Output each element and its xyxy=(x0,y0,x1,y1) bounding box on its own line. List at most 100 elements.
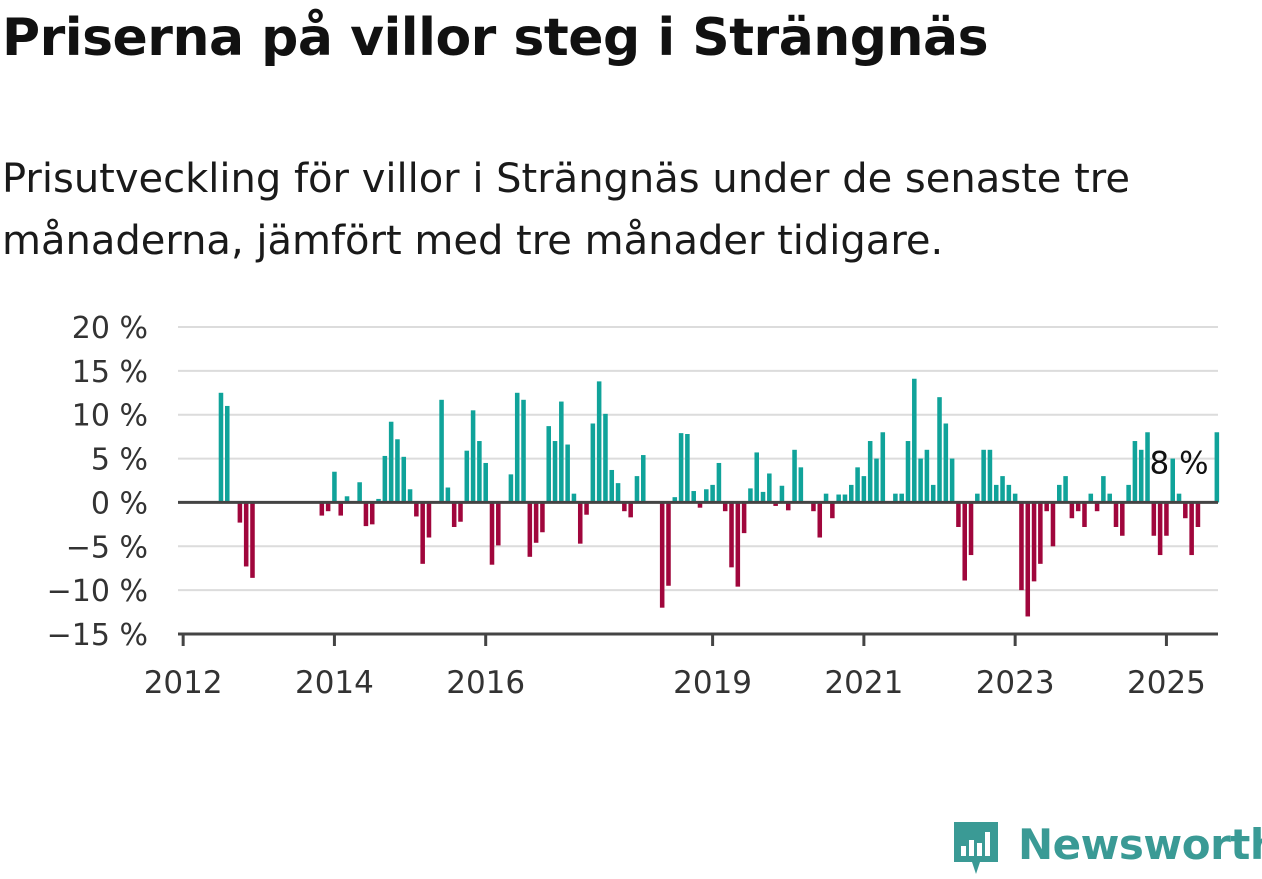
y-tick-label: −5 % xyxy=(66,530,148,565)
bar xyxy=(1170,458,1175,503)
bar xyxy=(918,458,923,503)
bar xyxy=(357,482,362,503)
y-axis-labels: 20 % 15 % 10 % 5 % 0 % −5 % −10 % −15 % xyxy=(47,311,148,653)
bar xyxy=(930,484,936,503)
bar xyxy=(1183,502,1188,519)
bar xyxy=(451,502,457,527)
bar xyxy=(924,449,930,503)
bar xyxy=(811,502,816,512)
bar xyxy=(1050,502,1056,547)
x-tick-label: 2019 xyxy=(673,665,752,701)
chart-subtitle: Prisutveckling för villor i Strängnäs un… xyxy=(2,156,1130,264)
bar xyxy=(470,410,476,503)
bar xyxy=(1176,493,1182,503)
bar xyxy=(849,484,854,503)
bar xyxy=(477,441,482,503)
bar xyxy=(836,494,841,503)
bar xyxy=(937,397,942,503)
bar xyxy=(905,441,911,503)
bar xyxy=(420,502,425,564)
bar xyxy=(540,502,545,533)
bar xyxy=(1031,502,1037,582)
bar xyxy=(1038,502,1043,564)
bar xyxy=(993,484,999,503)
bar xyxy=(363,502,369,527)
bar xyxy=(1069,502,1075,519)
y-tick-label: 10 % xyxy=(72,399,148,434)
y-tick-label: 5 % xyxy=(91,443,148,478)
bar xyxy=(559,401,564,503)
bar xyxy=(1107,493,1112,503)
bar xyxy=(218,392,224,503)
bar xyxy=(426,502,432,538)
bar xyxy=(867,441,873,503)
bar xyxy=(1157,502,1163,556)
bar xyxy=(1101,476,1106,503)
bar xyxy=(735,502,741,587)
bar xyxy=(817,502,823,538)
bar xyxy=(968,502,974,556)
bar xyxy=(1151,502,1157,536)
bar xyxy=(912,378,917,503)
bar xyxy=(779,485,785,503)
bar xyxy=(697,502,703,508)
bar xyxy=(439,399,444,503)
bar xyxy=(615,483,621,503)
bar xyxy=(344,496,350,503)
bar xyxy=(987,449,993,503)
bar xyxy=(1012,493,1018,503)
bar xyxy=(552,441,558,503)
bar xyxy=(414,502,419,517)
bar xyxy=(704,489,709,503)
bar xyxy=(1164,502,1169,536)
bar xyxy=(1189,502,1194,556)
bar xyxy=(609,469,615,503)
bar xyxy=(722,502,728,512)
bar xyxy=(407,489,413,503)
bar xyxy=(483,462,488,503)
brand-name: Newsworthy xyxy=(1018,820,1262,869)
bar xyxy=(577,502,583,544)
bar xyxy=(956,502,961,527)
bar xyxy=(798,467,804,503)
bar xyxy=(628,502,633,518)
bar xyxy=(729,502,734,568)
bar xyxy=(590,423,596,503)
bar xyxy=(741,502,747,534)
bar xyxy=(1075,502,1081,512)
bar xyxy=(874,458,879,503)
bar xyxy=(785,502,791,511)
y-tick-label: 15 % xyxy=(72,355,148,390)
bar xyxy=(369,502,375,525)
bar xyxy=(496,502,501,546)
bar xyxy=(659,502,665,608)
y-tick-label: −10 % xyxy=(47,574,148,609)
bar xyxy=(225,405,230,503)
bar xyxy=(855,467,860,503)
x-tick-label: 2016 xyxy=(446,665,525,701)
bar xyxy=(861,476,867,503)
bar xyxy=(1000,476,1005,503)
bar xyxy=(748,488,753,503)
bar xyxy=(754,452,759,503)
bar xyxy=(319,502,325,516)
bar xyxy=(596,381,602,503)
chart-title: Priserna på villor steg i Strängnäs xyxy=(2,8,989,68)
bars xyxy=(218,378,1220,617)
bar xyxy=(1082,502,1087,527)
bar xyxy=(489,502,495,565)
bar xyxy=(792,449,797,503)
bar xyxy=(823,493,829,503)
bar xyxy=(842,494,848,503)
newsworthy-logo: Newsworthy xyxy=(950,818,1262,878)
bar xyxy=(1044,502,1049,512)
bar xyxy=(760,491,766,503)
bar xyxy=(458,502,463,522)
bar xyxy=(325,502,331,512)
bar xyxy=(773,502,778,506)
bar xyxy=(716,462,722,503)
x-tick-label: 2014 xyxy=(295,665,374,701)
bar xyxy=(1132,441,1138,503)
bar xyxy=(1214,432,1220,503)
bar xyxy=(880,432,886,503)
